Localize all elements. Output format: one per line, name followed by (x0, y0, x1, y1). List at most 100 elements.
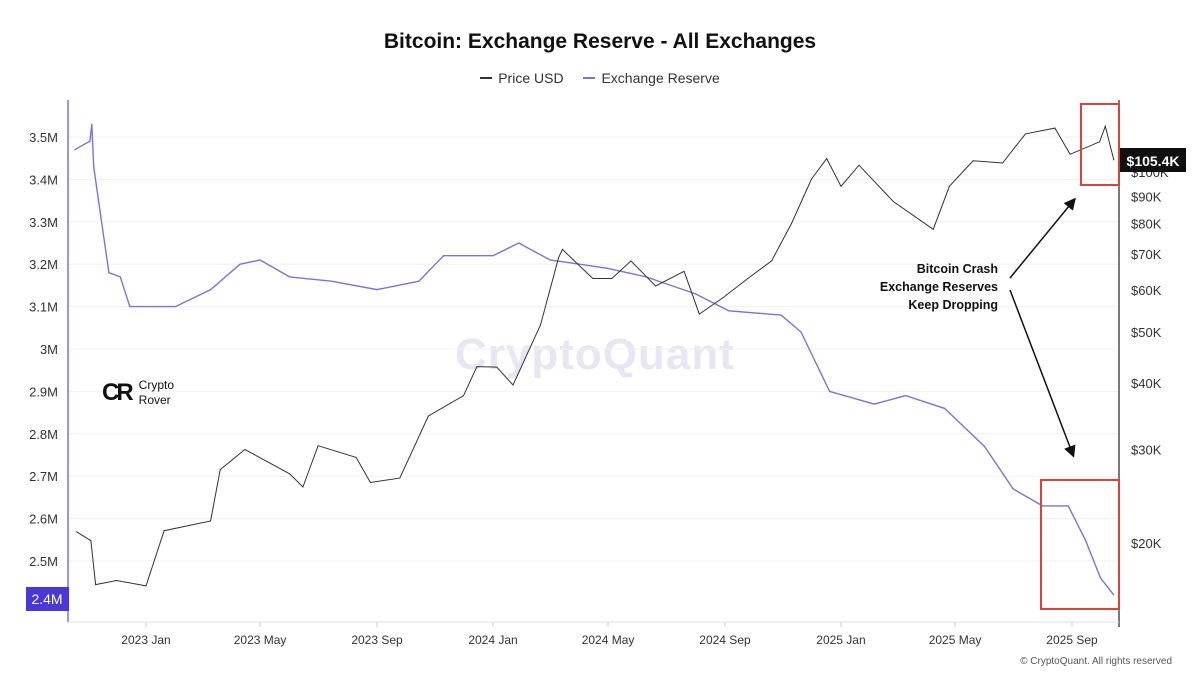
price-point (512, 384, 514, 386)
y-left-tick-label: 2.6M (29, 512, 58, 527)
reserve-badge-label: 2.4M (31, 591, 62, 607)
annotation-line: Bitcoin Crash (916, 262, 998, 276)
price-point (791, 222, 793, 224)
logo: CR Crypto Rover (102, 378, 174, 408)
legend-swatch-price (480, 77, 493, 79)
reserve-point (108, 272, 110, 274)
reserve-point (645, 276, 647, 278)
y-left-tick-label: 3.1M (29, 300, 58, 315)
reserve-point (259, 259, 261, 261)
x-tick-label: 2024 May (582, 633, 635, 647)
reserve-point (129, 306, 131, 308)
x-tick-label: 2023 Jan (121, 633, 170, 647)
price-point (496, 366, 498, 368)
y-right-tick-label: $40K (1131, 376, 1162, 391)
price-point (210, 520, 212, 522)
price-badge (1120, 148, 1186, 172)
reserve-point (578, 263, 581, 265)
annotation-text: Bitcoin Crash Exchange Reserves Keep Dro… (840, 260, 998, 314)
price-point (1069, 153, 1071, 155)
y-right-tick-label: $20K (1131, 536, 1162, 551)
price-point (655, 285, 657, 287)
logo-text: Rover (138, 393, 171, 407)
reserve-point (828, 390, 831, 392)
reserve-point (518, 242, 520, 244)
reserve-point (174, 306, 177, 308)
legend-swatch-reserve (583, 77, 596, 79)
price-point (683, 270, 685, 272)
y-left-tick-label: 2.7M (29, 469, 58, 484)
price-point (558, 257, 560, 259)
price-point (826, 158, 828, 160)
price-point (116, 579, 118, 581)
price-point (698, 313, 700, 315)
price-point (90, 540, 92, 542)
price-point (95, 584, 97, 586)
legend-item-price[interactable]: Price USD (480, 70, 564, 86)
x-tick-label: 2025 Sep (1046, 633, 1098, 647)
price-point (561, 248, 563, 250)
legend-label: Price USD (498, 70, 564, 86)
reserve-point (800, 331, 802, 333)
price-point (1104, 125, 1106, 127)
reserve-point (239, 263, 241, 265)
reserve-badge (26, 587, 69, 611)
y-right-tick-label: $50K (1131, 325, 1162, 340)
reserve-point (944, 407, 946, 409)
reserve-point (1067, 505, 1069, 507)
reserve-point (288, 276, 291, 278)
x-tick-label: 2024 Jan (468, 633, 517, 647)
copyright: © CryptoQuant. All rights reserved (1020, 656, 1172, 667)
reserve-point (89, 140, 91, 142)
reserve-point (91, 123, 93, 125)
reserve-point (607, 267, 609, 270)
reserve-point (442, 255, 445, 257)
series-line-exchange-reserve (74, 124, 1115, 596)
price-point (1054, 127, 1056, 129)
reserve-point (728, 310, 730, 312)
reserve-point (549, 259, 551, 261)
price-point (1113, 159, 1115, 161)
price-point (948, 185, 950, 187)
price-point (630, 260, 632, 262)
price-point (163, 530, 165, 532)
series-line-price-usd (76, 124, 1115, 587)
arrow-up (1009, 197, 1076, 279)
price-point (540, 324, 542, 326)
reserve-point (1084, 539, 1086, 541)
reserve-point (905, 395, 907, 397)
price-point (1099, 141, 1101, 143)
reserve-point (97, 200, 100, 202)
y-left-tick-label: 3M (40, 342, 58, 357)
reserve-point (1113, 594, 1115, 596)
legend: Price USD Exchange Reserve (0, 66, 1200, 86)
reserve-point (873, 403, 875, 405)
logo-text: Crypto (138, 378, 175, 392)
price-point (399, 477, 401, 479)
reserve-point (694, 293, 697, 295)
highlight-box-price (1080, 103, 1120, 186)
price-point (317, 445, 319, 447)
price-point (463, 395, 465, 397)
x-tick-label: 2025 Jan (816, 633, 865, 647)
y-left-tick-label: 3.2M (29, 257, 58, 272)
price-point (858, 164, 860, 166)
reserve-point (210, 289, 212, 291)
arrow-down (1009, 289, 1076, 458)
reserve-point (93, 166, 95, 168)
price-badge-label: $105.4K (1127, 153, 1180, 169)
logo-mark: CR (102, 379, 134, 406)
reserve-point (376, 289, 378, 291)
y-left-tick-label: 2.8M (29, 427, 58, 442)
reserve-point (1099, 577, 1102, 579)
price-point (476, 366, 478, 368)
price-point (145, 585, 147, 587)
legend-item-reserve[interactable]: Exchange Reserve (583, 70, 720, 86)
y-left-tick-label: 3.4M (29, 172, 58, 187)
reserve-point (780, 314, 782, 316)
reserve-point (1041, 505, 1044, 507)
price-point (747, 278, 749, 280)
reserve-point (74, 149, 76, 151)
reserve-point (418, 280, 420, 282)
